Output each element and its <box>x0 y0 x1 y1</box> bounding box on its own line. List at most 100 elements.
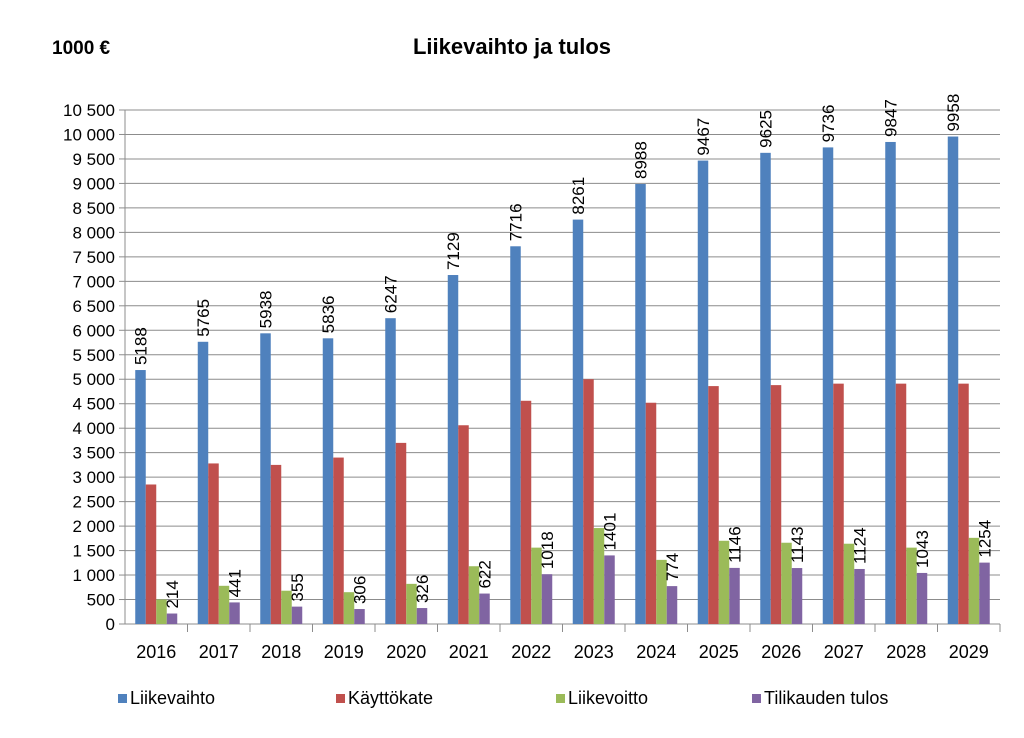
x-tick-label: 2020 <box>386 642 426 662</box>
data-label: 441 <box>226 569 245 597</box>
x-tick-label: 2025 <box>699 642 739 662</box>
data-label: 1254 <box>976 520 995 558</box>
data-label: 7129 <box>444 232 463 270</box>
chart-title: Liikevaihto ja tulos <box>412 34 612 59</box>
bar-käyttökate <box>770 385 782 624</box>
bar-tilikauden-tulos <box>791 568 803 624</box>
bar-liikevaihto <box>822 147 834 625</box>
bar-käyttökate <box>833 383 844 624</box>
bar-käyttökate <box>645 402 657 624</box>
bar-käyttökate <box>458 425 469 624</box>
data-label: 7716 <box>507 203 526 241</box>
data-label: 1018 <box>538 531 557 569</box>
data-label: 5188 <box>132 327 151 365</box>
y-tick-label: 10 000 <box>63 125 115 144</box>
bar-tilikauden-tulos <box>916 572 928 624</box>
bar-käyttökate <box>395 442 407 624</box>
y-tick-label: 3 000 <box>72 468 115 487</box>
data-label: 1401 <box>601 513 620 551</box>
data-label: 8261 <box>569 177 588 215</box>
y-tick-label: 2 500 <box>72 493 115 512</box>
y-tick-label: 4 500 <box>72 395 115 414</box>
bar-liikevaihto <box>447 275 459 624</box>
data-label: 5836 <box>319 295 338 333</box>
bar-liikevaihto <box>510 246 521 624</box>
legend-label: Käyttökate <box>348 688 433 708</box>
bar-liikevaihto <box>947 136 959 624</box>
x-tick-label: 2016 <box>136 642 176 662</box>
bar-liikevaihto <box>322 338 334 624</box>
bar-käyttökate <box>333 457 344 624</box>
x-tick-label: 2026 <box>761 642 801 662</box>
bar-liikevoitto <box>656 559 667 624</box>
data-label: 1146 <box>726 526 745 563</box>
x-tick-label: 2024 <box>636 642 676 662</box>
bar-liikevaihto <box>760 152 771 625</box>
x-tick-label: 2017 <box>199 642 239 662</box>
bar-liikevoitto <box>906 547 917 624</box>
y-tick-label: 8 500 <box>72 199 115 218</box>
y-tick-label: 5 000 <box>72 370 115 389</box>
data-label: 8988 <box>632 141 651 179</box>
y-tick-label: 2 000 <box>72 517 115 536</box>
y-tick-label: 6 500 <box>72 297 115 316</box>
y-tick-label: 0 <box>106 615 115 634</box>
bar-liikevaihto <box>197 341 209 624</box>
y-tick-label: 7 000 <box>72 272 115 291</box>
legend-swatch <box>556 694 565 703</box>
bar-tilikauden-tulos <box>229 602 240 624</box>
x-tick-label: 2022 <box>511 642 551 662</box>
bar-liikevaihto <box>135 370 146 624</box>
y-tick-label: 4 000 <box>72 419 115 438</box>
bar-käyttökate <box>145 484 157 624</box>
data-label: 1143 <box>788 526 807 563</box>
bar-tilikauden-tulos <box>541 574 553 624</box>
y-tick-label: 8 000 <box>72 223 115 242</box>
y-tick-label: 5 500 <box>72 346 115 365</box>
data-label: 622 <box>476 560 495 588</box>
data-label: 6247 <box>382 275 401 313</box>
bar-tilikauden-tulos <box>979 562 990 624</box>
bar-liikevoitto <box>781 542 792 624</box>
y-tick-label: 1 000 <box>72 566 115 585</box>
bar-käyttökate <box>583 379 594 624</box>
data-label: 306 <box>351 576 370 604</box>
bar-liikevaihto <box>572 219 584 625</box>
x-tick-label: 2018 <box>261 642 301 662</box>
bar-liikevoitto <box>218 585 230 624</box>
legend-swatch <box>118 694 127 703</box>
legend-label: Liikevoitto <box>568 688 648 708</box>
data-label: 5938 <box>257 290 276 328</box>
bar-käyttökate <box>208 463 219 624</box>
y-tick-label: 500 <box>87 591 115 610</box>
x-tick-label: 2021 <box>449 642 489 662</box>
bar-liikevaihto <box>697 160 709 624</box>
y-tick-label: 7 500 <box>72 248 115 267</box>
y-tick-label: 9 500 <box>72 150 115 169</box>
legend-swatch <box>752 694 761 703</box>
bar-liikevoitto <box>843 543 855 624</box>
bar-liikevaihto <box>635 184 646 625</box>
legend-swatch <box>336 694 345 703</box>
bar-tilikauden-tulos <box>604 555 615 624</box>
y-tick-label: 3 500 <box>72 444 115 463</box>
y-tick-label: 9 000 <box>72 174 115 193</box>
data-label: 326 <box>413 575 432 603</box>
data-label: 5765 <box>194 299 213 337</box>
bar-liikevoitto <box>406 583 417 624</box>
bar-käyttökate <box>270 464 282 624</box>
data-label: 9467 <box>694 118 713 156</box>
bar-tilikauden-tulos <box>166 613 178 624</box>
bar-tilikauden-tulos <box>416 608 428 624</box>
data-label: 9847 <box>882 99 901 137</box>
bar-liikevaihto <box>885 141 896 624</box>
data-label: 9958 <box>944 94 963 132</box>
x-tick-label: 2027 <box>824 642 864 662</box>
legend-label: Tilikauden tulos <box>764 688 888 708</box>
bar-käyttökate <box>708 386 719 624</box>
x-tick-label: 2028 <box>886 642 926 662</box>
data-label: 9736 <box>819 105 838 143</box>
data-label: 214 <box>163 580 182 608</box>
bar-käyttökate <box>520 400 532 624</box>
